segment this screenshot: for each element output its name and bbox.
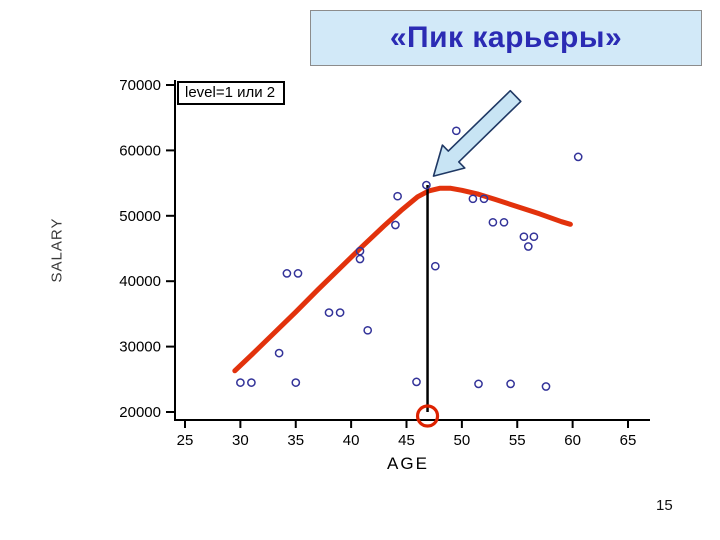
svg-text:55: 55 [509,432,526,449]
svg-text:30000: 30000 [119,339,161,356]
svg-text:50: 50 [454,432,471,449]
svg-text:25: 25 [177,432,194,449]
svg-text:50000: 50000 [119,208,161,225]
svg-text:40: 40 [343,432,360,449]
slide-title-box: «Пик карьеры» [310,10,702,66]
y-axis-title: SALARY [48,217,66,283]
slide-title: «Пик карьеры» [389,21,623,54]
scatter-points [236,126,583,391]
svg-text:35: 35 [287,432,304,449]
svg-text:20000: 20000 [119,404,161,421]
axis-spines [174,80,650,421]
svg-text:70000: 70000 [119,77,161,94]
level-annotation-label: level=1 или 2 [185,84,276,101]
fitted-curve [232,185,573,374]
level-annotation-box: level=1 или 2 [177,81,286,105]
peak-age-marker-circle [415,404,440,428]
svg-text:60: 60 [564,432,581,449]
svg-text:45: 45 [398,432,415,449]
svg-text:65: 65 [620,432,637,449]
page-number: 15 [656,497,673,514]
svg-text:60000: 60000 [119,142,161,159]
svg-text:40000: 40000 [119,273,161,290]
arrow-to-peak-icon [432,89,522,177]
svg-text:30: 30 [232,432,249,449]
x-axis-title: AGE [387,454,429,473]
